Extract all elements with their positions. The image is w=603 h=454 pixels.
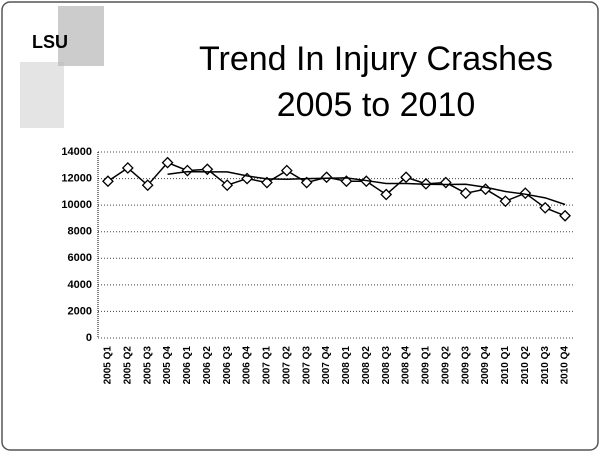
point-marker	[102, 175, 114, 188]
x-tick-label: 2007 Q3	[301, 346, 312, 385]
x-tick-label: 2005 Q1	[103, 346, 114, 385]
x-tick-label: 2007 Q4	[321, 346, 332, 385]
x-tick-label: 2009 Q2	[440, 346, 451, 385]
x-tick-label: 2009 Q1	[421, 346, 432, 385]
x-tick-label: 2006 Q3	[222, 346, 233, 385]
point-marker	[499, 195, 512, 208]
point-marker	[141, 179, 154, 192]
x-tick-label: 2009 Q3	[460, 346, 471, 385]
x-tick-label: 2006 Q2	[202, 346, 213, 385]
point-marker	[280, 164, 293, 177]
x-tick-label: 2007 Q2	[281, 346, 292, 385]
y-tick-label: 2000	[68, 305, 92, 317]
x-tick-label: 2010 Q2	[520, 346, 531, 385]
x-tick-label: 2005 Q4	[162, 346, 173, 385]
x-tick-label: 2005 Q3	[142, 346, 153, 385]
point-marker	[400, 171, 412, 184]
point-marker	[340, 175, 353, 188]
y-tick-label: 10000	[61, 199, 92, 211]
y-tick-label: 12000	[61, 172, 92, 184]
x-tick-label: 2007 Q1	[262, 346, 273, 385]
x-tick-label: 2006 Q1	[182, 346, 193, 385]
x-tick-label: 2008 Q1	[341, 346, 352, 385]
chart-title: Trend In Injury Crashes	[199, 40, 553, 78]
logo-pattern-2	[20, 62, 64, 128]
y-tick-label: 8000	[68, 226, 92, 238]
logo-pattern	[58, 6, 104, 66]
x-tick-label: 2006 Q4	[242, 346, 253, 385]
point-marker	[161, 156, 174, 169]
point-marker	[221, 179, 234, 192]
x-tick-label: 2008 Q4	[401, 346, 412, 385]
point-marker	[380, 188, 393, 201]
series-line	[167, 170, 566, 206]
x-tick-label: 2008 Q2	[361, 346, 372, 385]
chart-title: 2005 to 2010	[277, 86, 476, 124]
x-tick-label: 2005 Q2	[122, 346, 133, 385]
y-tick-label: 14000	[61, 146, 92, 158]
point-marker	[559, 209, 571, 222]
x-tick-label: 2008 Q3	[381, 346, 392, 385]
point-marker	[320, 171, 333, 184]
point-marker	[519, 187, 532, 200]
y-tick-label: 0	[86, 332, 92, 344]
point-marker	[459, 187, 472, 200]
point-marker	[539, 201, 552, 214]
point-marker	[121, 162, 134, 174]
y-tick-label: 4000	[68, 279, 92, 291]
y-tick-label: 6000	[68, 252, 92, 264]
point-marker	[300, 176, 313, 189]
x-tick-label: 2010 Q4	[560, 346, 571, 385]
x-tick-label: 2010 Q1	[500, 346, 511, 385]
point-marker	[261, 176, 273, 189]
point-marker	[181, 164, 194, 177]
x-tick-label: 2010 Q3	[540, 346, 551, 385]
logo: LSU	[32, 32, 68, 52]
x-tick-label: 2009 Q4	[480, 346, 491, 385]
